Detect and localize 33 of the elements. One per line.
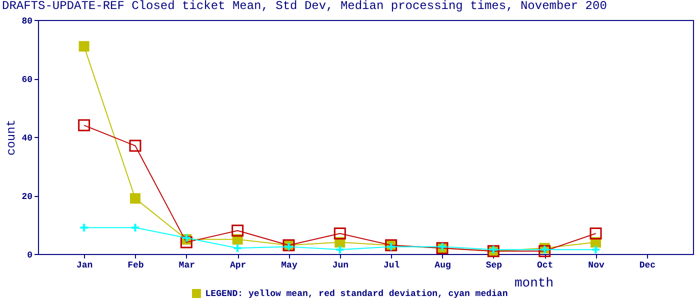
point (78, 119, 90, 132)
point (335, 244, 345, 254)
point (130, 222, 140, 233)
point (232, 224, 244, 237)
x-tick-label: Apr (230, 260, 246, 270)
x-tick-label: Sep (486, 260, 502, 270)
x-tick-label: Oct (537, 260, 554, 270)
y-tick-label: 0 (27, 250, 32, 260)
point (180, 236, 192, 248)
x-tick-label: Mar (178, 260, 195, 270)
point (334, 228, 346, 240)
chart-title: DRAFTS-UPDATE-REF Closed ticket Mean, Std Dev, Median processing times, November 200 (2, 0, 607, 13)
x-tick-label: Nov (588, 260, 605, 270)
point (232, 243, 242, 254)
y-tick-label: 80 (22, 16, 32, 26)
point (538, 245, 551, 258)
y-tick-label: 20 (22, 192, 32, 202)
x-axis-title: month (514, 276, 554, 290)
x-tick-label: Jun (332, 260, 349, 270)
x-tick-label: Feb (128, 260, 144, 270)
x-tick-label: Jul (383, 260, 400, 270)
point (129, 140, 142, 152)
x-tick-label: Aug (434, 260, 451, 270)
x-tick-label: Jan (76, 260, 93, 270)
y-tick-label: 60 (22, 75, 32, 85)
x-tick-label: May (281, 260, 298, 270)
point (78, 41, 90, 52)
text: LEGEND: yellow mean, red standard deviation, cyan median (205, 289, 508, 299)
y-axis-title: count (4, 119, 19, 156)
x-tick-label: Dec (639, 260, 656, 270)
point (590, 228, 602, 240)
point (130, 193, 140, 204)
y-tick-label: 40 (22, 134, 32, 144)
